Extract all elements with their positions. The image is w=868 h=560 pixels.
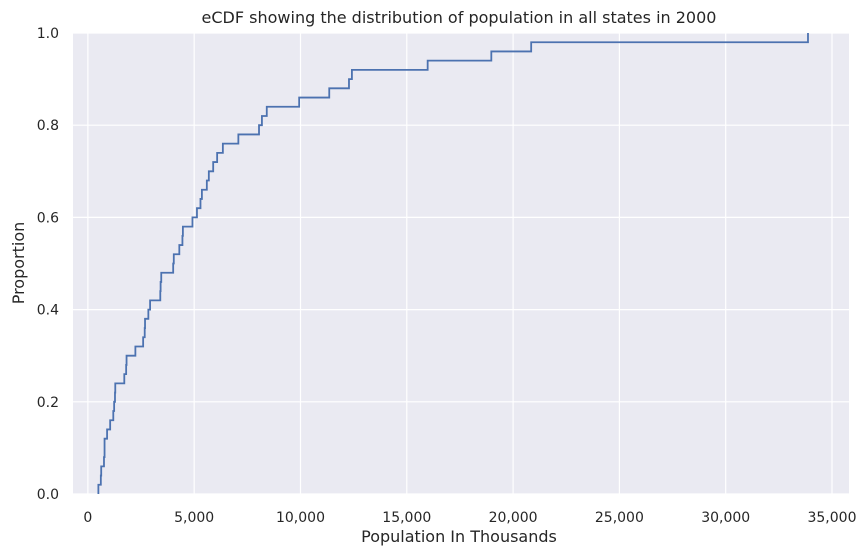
y-gridlines xyxy=(73,32,849,495)
x-tick-label: 10,000 xyxy=(276,510,325,526)
y-tick-label: 1.0 xyxy=(37,26,59,42)
x-tick-label: 20,000 xyxy=(489,510,538,526)
x-axis-label: Population In Thousands xyxy=(361,527,557,546)
x-tick-labels: 0 5,000 10,000 15,000 20,000 25,000 30,000 35,0… xyxy=(83,510,856,526)
x-tick-label: 35,000 xyxy=(807,510,856,526)
x-tick-label: 30,000 xyxy=(701,510,750,526)
y-tick-label: 0.2 xyxy=(37,395,59,411)
ecdf-step-line xyxy=(97,33,809,494)
x-tick-label: 25,000 xyxy=(595,510,644,526)
x-tick-label: 15,000 xyxy=(382,510,431,526)
y-tick-label: 0.4 xyxy=(37,303,59,319)
y-tick-labels: 0.0 0.2 0.4 0.6 0.8 1.0 xyxy=(37,26,59,503)
y-tick-label: 0.6 xyxy=(37,210,59,226)
x-tick-label: 0 xyxy=(83,510,92,526)
y-tick-label: 0.8 xyxy=(37,118,59,134)
x-tick-label: 5,000 xyxy=(174,510,214,526)
y-axis-label: Proportion xyxy=(9,222,28,305)
plot-area xyxy=(73,33,849,494)
chart-title: eCDF showing the distribution of populat… xyxy=(202,8,717,27)
x-gridlines xyxy=(87,33,833,494)
y-tick-label: 0.0 xyxy=(37,487,59,503)
